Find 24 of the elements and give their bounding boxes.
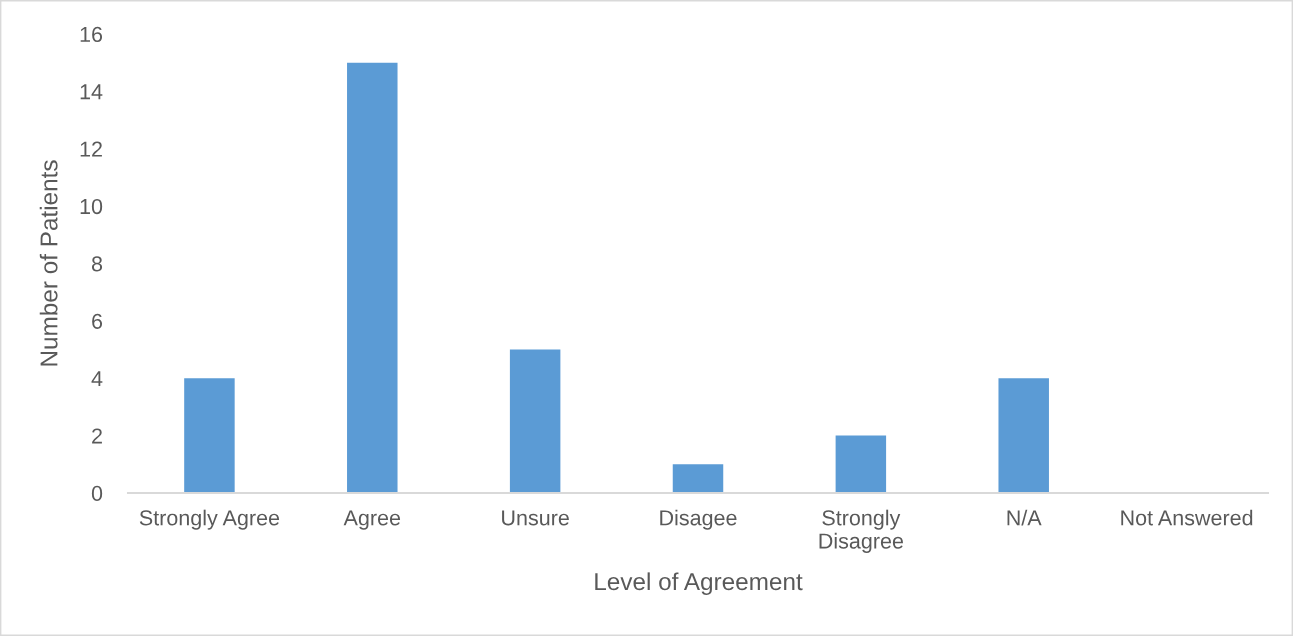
bar [998, 378, 1049, 493]
y-tick-label: 8 [91, 256, 103, 272]
bar [184, 378, 235, 493]
bar [672, 464, 724, 493]
y-tick-label: 10 [80, 198, 103, 215]
x-tick-label: Unsure [502, 510, 569, 526]
y-axis-title: Number of Patients [39, 160, 58, 366]
y-tick-label: 12 [80, 141, 102, 157]
x-tick-label: Strongly Disagree [819, 509, 903, 553]
x-tick-label: Disagee [660, 509, 737, 530]
x-tick-label: Not Answered [1121, 509, 1253, 526]
y-tick-label: 0 [91, 485, 103, 502]
bar [835, 435, 887, 493]
x-tick-label: Strongly Agree [139, 509, 280, 530]
y-tick-label: 16 [80, 26, 103, 43]
bar [347, 62, 398, 493]
y-tick-label: 6 [92, 313, 103, 329]
x-axis-title: Level of Agreement [595, 572, 803, 596]
y-tick-label: 4 [91, 371, 103, 387]
y-tick-label: 2 [92, 428, 102, 444]
bar [509, 349, 561, 493]
y-tick-label: 14 [80, 84, 103, 100]
x-tick-label: Agree [343, 510, 401, 530]
x-tick-label: N/A [1007, 509, 1042, 526]
